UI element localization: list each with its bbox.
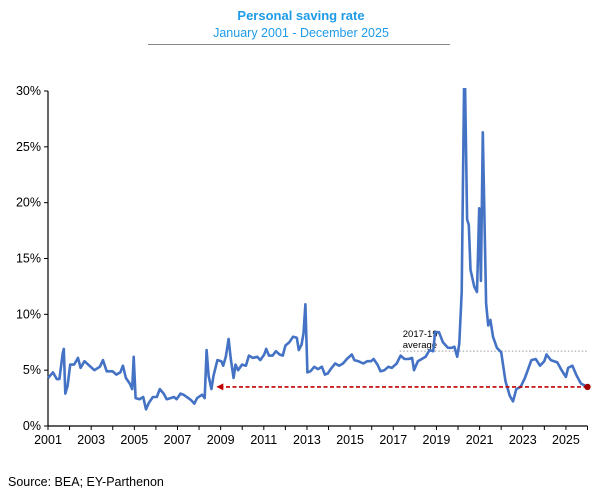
x-tick-label: 2015 xyxy=(336,433,364,447)
source-note: Source: BEA; EY-Parthenon xyxy=(8,475,164,489)
average-label-line2: average xyxy=(403,340,437,351)
x-tick-label: 2005 xyxy=(120,433,148,447)
title-divider xyxy=(148,44,450,45)
x-tick-label: 2019 xyxy=(423,433,451,447)
x-tick-label: 2013 xyxy=(293,433,321,447)
latest-value-dot xyxy=(584,383,591,391)
chart-subtitle: January 2001 - December 2025 xyxy=(213,26,389,40)
x-tick-label: 2001 xyxy=(34,433,62,447)
y-tick-label: 0% xyxy=(23,419,41,433)
average-label-line1: 2017-19 xyxy=(403,329,438,340)
reference-arrow-head xyxy=(216,383,224,391)
x-tick-label: 2003 xyxy=(77,433,105,447)
series-line xyxy=(47,88,589,411)
x-tick-label: 2025 xyxy=(552,433,580,447)
y-tick-label: 15% xyxy=(16,252,41,266)
y-tick-label: 20% xyxy=(16,196,41,210)
x-tick-label: 2007 xyxy=(164,433,192,447)
x-tick-label: 2017 xyxy=(379,433,407,447)
y-tick-label: 5% xyxy=(23,363,41,377)
x-tick-label: 2021 xyxy=(466,433,494,447)
y-tick-label: 10% xyxy=(16,307,41,321)
y-tick-label: 30% xyxy=(16,84,41,98)
x-tick-label: 2011 xyxy=(250,433,277,447)
chart-title: Personal saving rate xyxy=(237,8,365,23)
y-tick-label: 25% xyxy=(16,140,41,154)
x-tick-label: 2023 xyxy=(509,433,537,447)
x-tick-label: 2009 xyxy=(207,433,235,447)
